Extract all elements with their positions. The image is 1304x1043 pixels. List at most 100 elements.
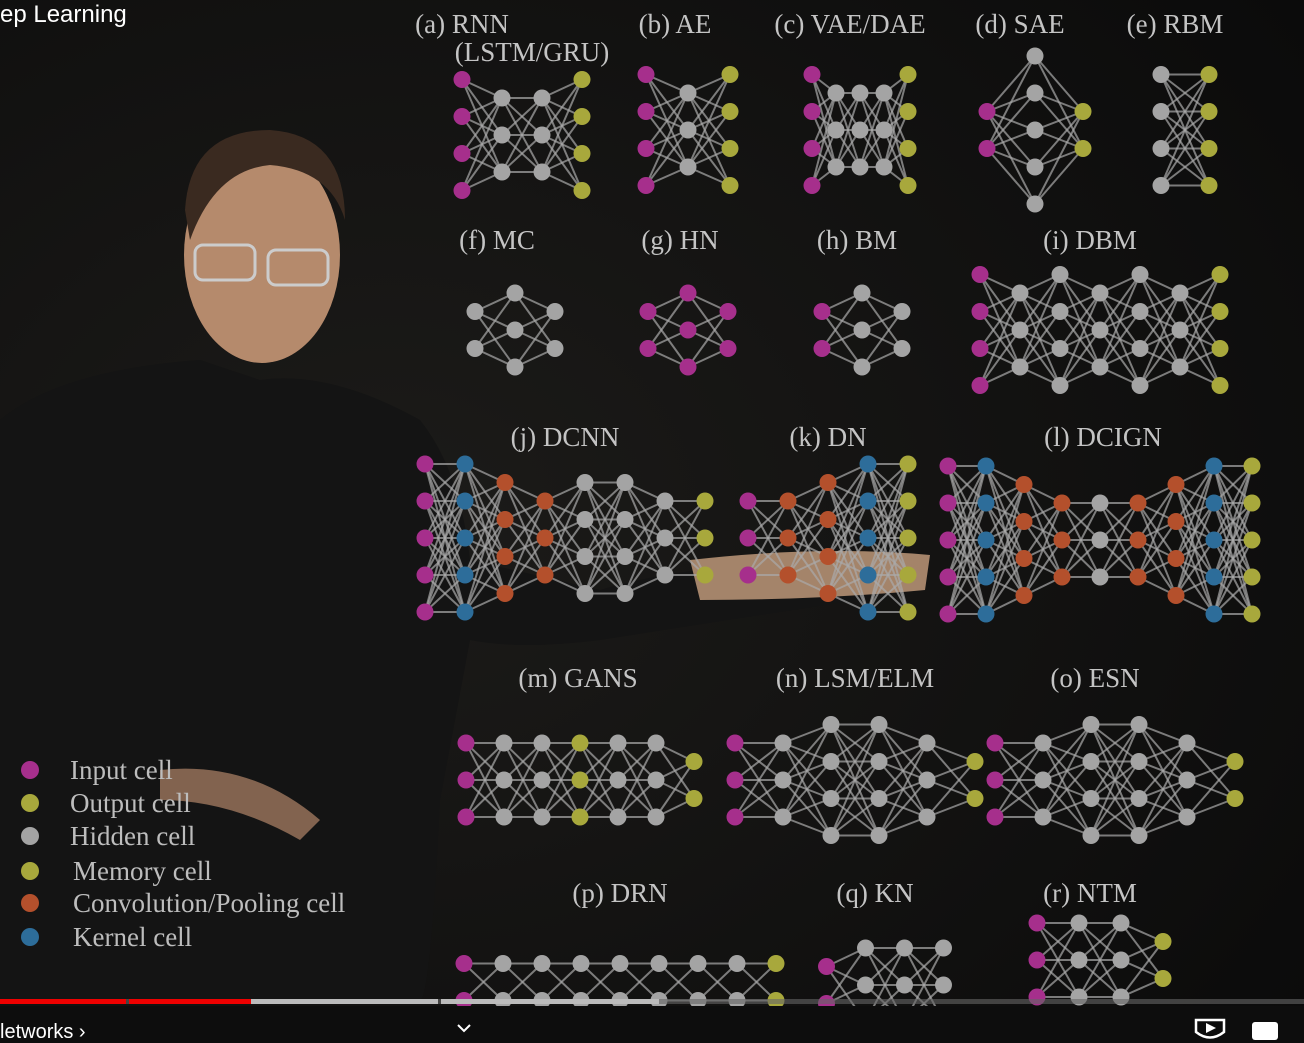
cell	[1091, 358, 1109, 376]
connection	[465, 742, 505, 781]
connection	[1138, 723, 1188, 744]
cell	[1026, 195, 1044, 213]
connection	[1036, 959, 1080, 998]
cell	[1152, 103, 1170, 120]
cell	[859, 492, 877, 510]
cell	[857, 939, 874, 957]
connection	[541, 742, 581, 781]
connection	[1034, 110, 1084, 168]
cell	[719, 340, 737, 357]
legend-swatch	[21, 928, 39, 946]
connection	[926, 742, 976, 763]
cell	[977, 457, 995, 475]
cell	[533, 955, 551, 972]
legend-swatch	[21, 894, 39, 912]
cell	[1178, 734, 1196, 752]
connection	[1059, 292, 1101, 350]
connection	[867, 463, 909, 576]
cell	[1178, 771, 1196, 789]
connection	[465, 779, 505, 818]
cell	[977, 605, 995, 623]
cell	[571, 734, 589, 752]
connection	[514, 310, 556, 368]
connection	[947, 465, 987, 578]
connection	[782, 816, 832, 837]
connection	[464, 519, 506, 613]
connection	[830, 760, 880, 837]
legend-swatch	[21, 862, 39, 880]
connection	[1139, 292, 1181, 386]
network-diagram: (a) RNN(LSTM/GRU)	[415, 9, 609, 199]
cell	[457, 808, 475, 826]
cell	[416, 529, 434, 547]
connection	[734, 779, 784, 818]
connection	[1078, 922, 1122, 961]
cell	[726, 771, 744, 789]
connection	[1213, 465, 1253, 615]
connection	[1042, 724, 1092, 818]
connection	[1160, 74, 1210, 186]
connection	[1034, 55, 1084, 113]
connection	[985, 484, 1025, 578]
cell	[1131, 377, 1149, 394]
connection	[947, 539, 987, 615]
cell	[1243, 531, 1261, 549]
connection	[1175, 502, 1215, 596]
diagram-label: (k) DN	[789, 422, 866, 452]
connection	[947, 465, 987, 541]
cell	[1034, 808, 1052, 826]
cell	[1211, 303, 1229, 320]
cell	[533, 771, 551, 789]
network-diagram: (f) MC	[459, 225, 564, 376]
connection	[655, 760, 695, 818]
cell	[546, 340, 564, 357]
cell	[899, 103, 917, 120]
chevron[interactable]	[457, 1024, 471, 1033]
cell	[506, 321, 524, 339]
cell	[1154, 970, 1172, 987]
connection	[687, 74, 731, 168]
cell	[1167, 476, 1185, 493]
cell	[971, 266, 989, 283]
cell	[870, 827, 888, 844]
legend-swatch	[21, 827, 39, 845]
cell	[1091, 284, 1109, 302]
cell	[1211, 266, 1229, 283]
cell	[1200, 66, 1218, 83]
diagram-label: (a) RNN	[415, 9, 509, 39]
cell	[466, 303, 484, 320]
cell	[939, 605, 957, 623]
connection	[645, 92, 689, 150]
cell	[1152, 177, 1170, 194]
cell	[637, 140, 655, 157]
chapter-title[interactable]: letworks ›	[0, 1021, 86, 1043]
diagram-label: (d) SAE	[975, 9, 1064, 39]
cell	[1015, 550, 1033, 567]
network-diagram: (j) DCNN	[416, 422, 714, 621]
cell	[1028, 951, 1046, 969]
cell	[739, 492, 757, 510]
connection	[878, 816, 928, 837]
connection	[1179, 274, 1221, 368]
cell	[971, 377, 989, 394]
cell	[1051, 303, 1069, 320]
connection	[782, 760, 832, 818]
cell	[453, 145, 471, 162]
network-diagram: (n) LSM/ELM	[726, 663, 984, 844]
cell	[939, 457, 957, 475]
cell	[533, 126, 551, 144]
cell	[739, 529, 757, 547]
connection	[541, 79, 583, 173]
cell	[1167, 587, 1185, 604]
connection	[645, 92, 689, 186]
cell	[893, 303, 911, 320]
connection	[986, 55, 1036, 113]
connection	[501, 97, 543, 136]
cell	[1091, 568, 1109, 586]
connection	[1042, 816, 1092, 837]
icon-button[interactable]	[1194, 1018, 1226, 1039]
cell	[978, 103, 996, 120]
connection	[1139, 292, 1181, 350]
cell	[813, 303, 831, 320]
cc-button[interactable]	[1252, 1022, 1278, 1040]
